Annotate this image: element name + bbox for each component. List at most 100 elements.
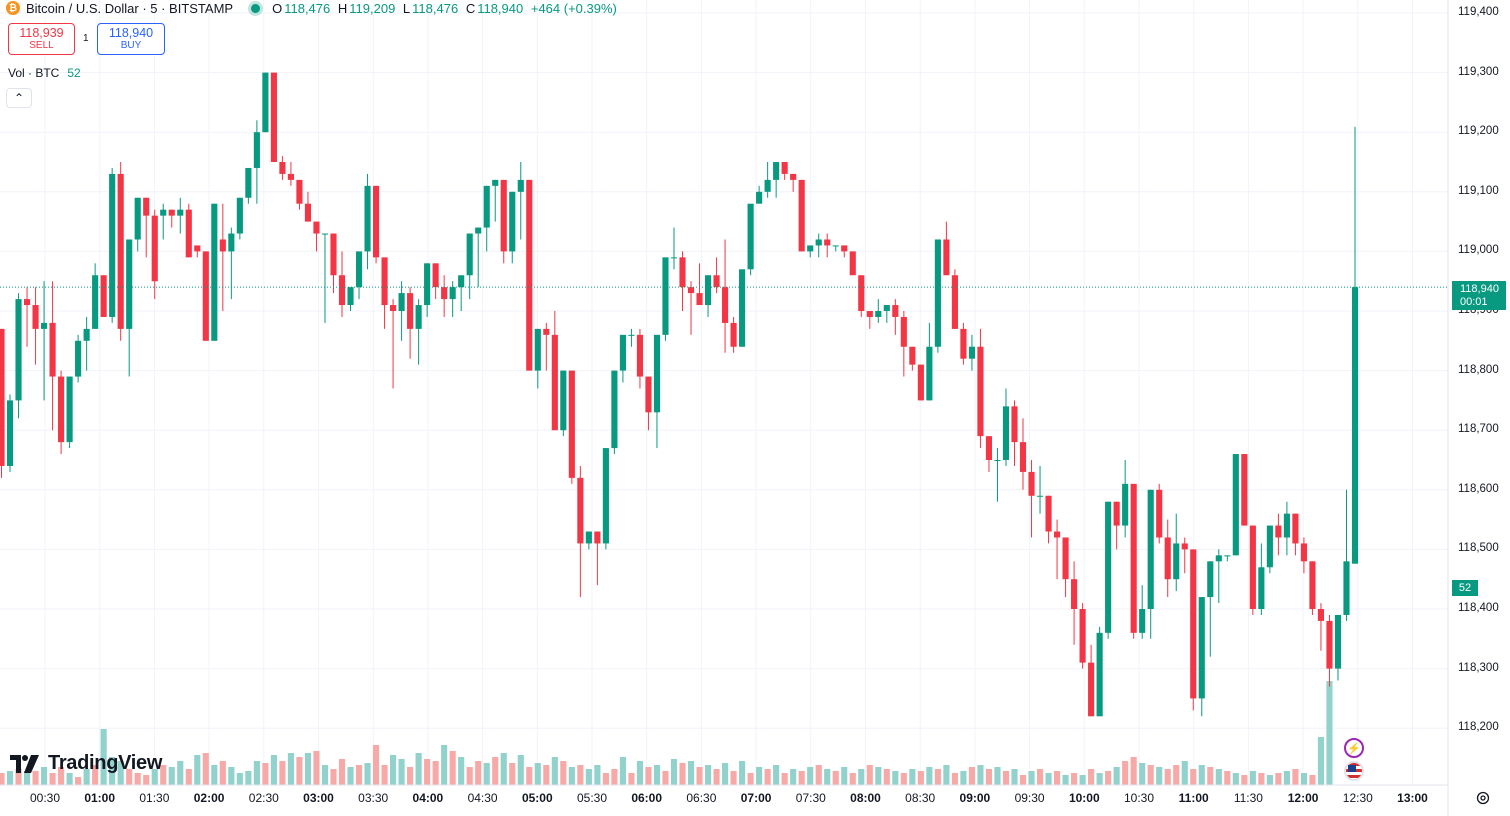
candle xyxy=(0,328,5,478)
volume-bar xyxy=(321,765,329,785)
us-flag-icon[interactable] xyxy=(1344,761,1364,781)
candle-body xyxy=(304,203,312,222)
volume-bar xyxy=(662,771,669,785)
candle-body xyxy=(1036,495,1044,497)
lightning-icon[interactable]: ⚡ xyxy=(1344,738,1364,758)
buy-button[interactable]: 118,940 BUY xyxy=(97,23,165,55)
candle-body xyxy=(747,203,754,270)
candle xyxy=(245,167,252,204)
settings-icon[interactable] xyxy=(1476,791,1490,805)
candle xyxy=(790,173,797,192)
candle xyxy=(807,245,814,258)
candle-body xyxy=(1317,609,1325,621)
volume-bar xyxy=(407,767,414,785)
volume-bar xyxy=(253,761,260,785)
candle-body xyxy=(662,257,669,335)
candle-body xyxy=(1300,543,1307,562)
candle xyxy=(798,179,805,252)
volume-bar xyxy=(1266,775,1273,785)
candle xyxy=(568,370,575,484)
candle xyxy=(517,162,524,240)
candle-body xyxy=(330,233,337,276)
candle xyxy=(985,436,993,472)
candle-body xyxy=(1351,287,1359,564)
volume-bar xyxy=(194,755,201,785)
tradingview-logo[interactable]: TradingView xyxy=(10,752,162,775)
candle-body xyxy=(977,346,984,437)
volume-bar xyxy=(1190,769,1197,785)
candle-body xyxy=(773,162,780,180)
candle-body xyxy=(1053,531,1061,538)
volume-legend-value: 52 xyxy=(67,66,81,80)
candle xyxy=(1002,388,1010,466)
candle-body xyxy=(892,305,899,317)
volume-bar xyxy=(730,771,737,785)
volume-bar xyxy=(1071,773,1078,785)
candle-body xyxy=(194,245,201,252)
volume-bar xyxy=(6,771,14,785)
candle-body xyxy=(287,173,294,180)
volume-bar xyxy=(1275,773,1282,785)
candle-body xyxy=(1292,513,1299,544)
volume-bar xyxy=(543,765,550,785)
price-tick-label: 119,400 xyxy=(1458,6,1499,18)
volume-bar xyxy=(985,769,993,785)
candle-body xyxy=(934,239,941,347)
candle-body xyxy=(83,328,90,341)
volume-bar xyxy=(0,773,5,785)
candle xyxy=(560,370,567,437)
candle xyxy=(764,162,771,198)
time-tick-label: 02:00 xyxy=(193,791,225,805)
candle xyxy=(23,287,31,347)
volume-bar xyxy=(790,769,797,785)
candle xyxy=(849,251,856,276)
volume-bar xyxy=(1053,771,1061,785)
volume-bar xyxy=(866,765,873,785)
candle xyxy=(1147,489,1154,639)
candle xyxy=(756,185,763,204)
volume-bar xyxy=(560,761,567,785)
sell-button[interactable]: 118,939 SELL xyxy=(8,23,75,55)
candle-body xyxy=(1062,537,1069,580)
volume-bar xyxy=(372,745,380,785)
volume-bar xyxy=(1249,771,1256,785)
candle-body xyxy=(1258,567,1265,609)
volume-bar xyxy=(390,755,397,785)
volume-bar xyxy=(1105,771,1112,785)
volume-bar xyxy=(526,767,533,785)
candle-body xyxy=(756,191,763,204)
time-tick-label: 01:30 xyxy=(139,791,170,805)
volume-legend-label: Vol · BTC xyxy=(8,66,60,80)
volume-bar xyxy=(568,767,575,785)
volume-bar xyxy=(475,761,482,785)
collapse-legend-button[interactable]: ⌃ xyxy=(6,88,32,108)
candle xyxy=(934,239,941,353)
ohlc-high-label: H xyxy=(337,0,348,16)
market-open-icon xyxy=(251,3,261,13)
volume-bar xyxy=(636,761,644,785)
symbol-title[interactable]: Bitcoin / U.S. Dollar · 5 · BITSTAMP xyxy=(26,0,234,16)
candle xyxy=(628,328,635,347)
candle-body xyxy=(917,364,924,401)
candle xyxy=(228,227,235,300)
candle xyxy=(415,299,422,365)
candle xyxy=(909,346,916,371)
volume-legend[interactable]: Vol · BTC 52 xyxy=(8,66,81,80)
candle xyxy=(602,448,609,550)
volume-bar xyxy=(304,753,312,785)
volume-bar xyxy=(466,767,473,785)
candle xyxy=(126,239,133,377)
candle-body xyxy=(687,287,695,294)
volume-bar xyxy=(909,769,916,785)
volume-bar xyxy=(739,761,746,785)
candle-body xyxy=(143,197,150,216)
volume-bar xyxy=(602,773,609,785)
candle-body xyxy=(58,376,65,443)
time-tick-label: 11:30 xyxy=(1233,791,1263,805)
candle-body xyxy=(177,209,184,216)
volume-bar xyxy=(832,771,839,785)
volume-bar xyxy=(1173,765,1180,785)
candle-body xyxy=(645,376,652,413)
symbol-legend: ₿ Bitcoin / U.S. Dollar · 5 · BITSTAMP O… xyxy=(6,0,621,16)
